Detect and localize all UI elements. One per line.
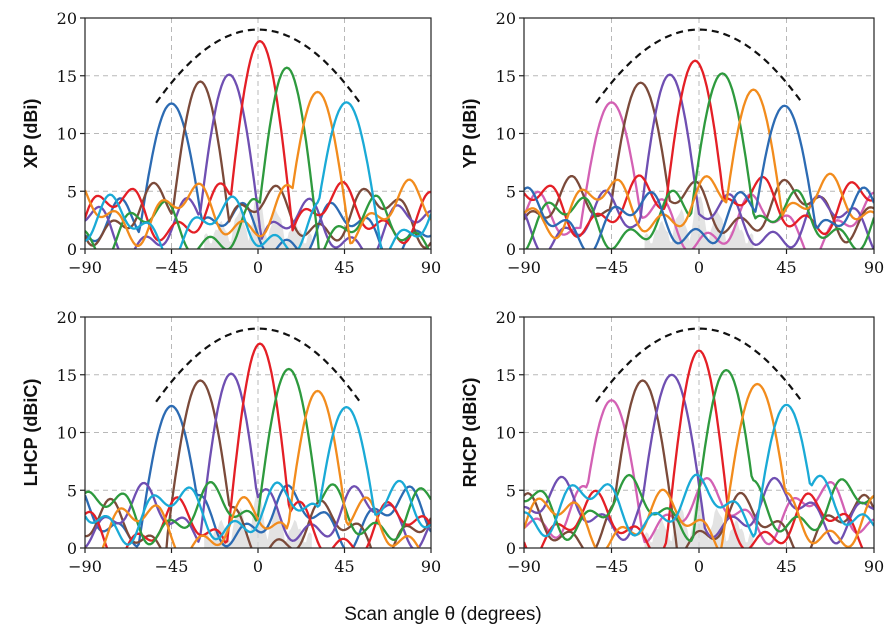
series-line [85, 367, 431, 546]
x-tick-label: −45 [595, 258, 629, 277]
panel-bottom-right: −90 −45 0 45 90 0 5 10 15 20 RHCP (dBiC) [460, 308, 884, 576]
y-tick-label: 10 [496, 125, 516, 144]
x-tick-label: −45 [155, 258, 189, 277]
x-tick-label: 0 [694, 557, 704, 576]
envelope-line [595, 327, 803, 403]
panel-bottom-left: −90 −45 0 45 90 0 5 10 15 20 LHCP (dBiC) [21, 308, 441, 576]
envelope-line [595, 28, 803, 104]
y-tick-label: 0 [67, 240, 77, 259]
x-tick-label: −45 [155, 557, 189, 576]
x-tick-label: 45 [776, 557, 796, 576]
x-tick-label: −90 [68, 258, 102, 277]
x-tick-label: 90 [864, 557, 884, 576]
series-line [524, 379, 874, 548]
plot-area [524, 59, 874, 249]
y-tick-label: 10 [57, 125, 77, 144]
x-axis-label: Scan angle θ (degrees) [344, 604, 542, 625]
y-tick-label: 20 [496, 308, 516, 327]
series-line [525, 72, 874, 249]
x-tick-label: −90 [68, 557, 102, 576]
series-line [524, 403, 874, 538]
series-line [85, 379, 431, 548]
y-tick-label: 5 [67, 481, 77, 500]
y-tick-label: 15 [496, 366, 516, 385]
y-tick-label: 5 [506, 182, 516, 201]
series-line [85, 39, 431, 245]
y-tick-label: 0 [506, 539, 516, 558]
shaded-region [204, 196, 312, 249]
x-tick-label: 0 [253, 258, 263, 277]
series-line [85, 405, 431, 546]
y-tick-label: 15 [57, 67, 77, 86]
y-tick-label: 5 [67, 182, 77, 201]
y-tick-label: 20 [496, 9, 516, 28]
series-line [524, 88, 874, 240]
envelope-line [155, 28, 361, 104]
series-line [85, 73, 431, 249]
x-tick-label: 45 [334, 557, 354, 576]
series-line [85, 372, 431, 548]
x-tick-label: 90 [421, 557, 441, 576]
y-tick-label: 5 [506, 481, 516, 500]
y-tick-label: 15 [57, 366, 77, 385]
x-tick-label: 45 [334, 258, 354, 277]
y-tick-label: 15 [496, 67, 516, 86]
x-tick-label: 0 [694, 258, 704, 277]
y-tick-label: 0 [67, 539, 77, 558]
figure: −90 −45 0 45 90 0 5 10 15 20 XP (dBi) −90 −45 0 45 90 0 5… [21, 9, 884, 576]
series-line [85, 90, 431, 247]
y-tick-label: 10 [496, 424, 516, 443]
y-tick-label: 20 [57, 9, 77, 28]
series-line [85, 101, 431, 249]
plot-area [85, 39, 431, 249]
y-axis-label: XP (dBi) [21, 99, 41, 169]
y-axis-label: RHCP (dBiC) [460, 378, 480, 488]
y-tick-label: 10 [57, 424, 77, 443]
x-tick-label: 90 [421, 258, 441, 277]
y-axis-label: YP (dBi) [460, 99, 480, 169]
x-tick-label: 90 [864, 258, 884, 277]
series-line [524, 104, 874, 249]
plot-area [524, 349, 874, 548]
series-line [524, 368, 874, 543]
shaded-region [644, 495, 754, 548]
x-tick-label: 45 [776, 258, 796, 277]
x-tick-label: −90 [507, 557, 541, 576]
x-tick-label: −90 [507, 258, 541, 277]
panel-top-right: −90 −45 0 45 90 0 5 10 15 20 YP (dBi) [460, 9, 884, 277]
x-tick-label: 0 [253, 557, 263, 576]
panel-top-left: −90 −45 0 45 90 0 5 10 15 20 XP (dBi) [21, 9, 441, 277]
x-tick-label: −45 [595, 557, 629, 576]
series-line [524, 101, 874, 249]
y-axis-label: LHCP (dBiC) [21, 379, 41, 487]
y-tick-label: 0 [506, 240, 516, 259]
series-line [524, 382, 874, 548]
plot-area [85, 342, 431, 548]
y-tick-label: 20 [57, 308, 77, 327]
shaded-region [644, 196, 754, 249]
envelope-line [155, 327, 361, 403]
